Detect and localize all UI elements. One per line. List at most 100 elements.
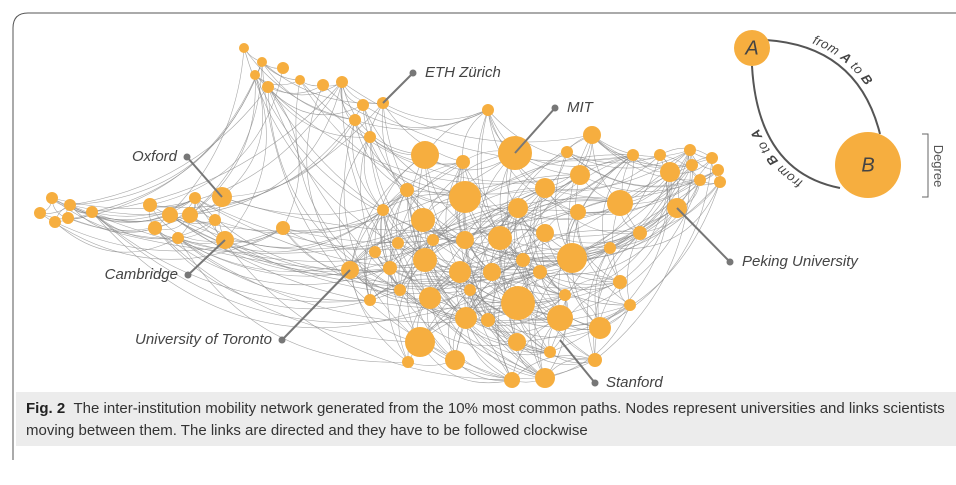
label-dot — [591, 379, 599, 387]
edge — [534, 257, 573, 379]
edge — [322, 84, 489, 128]
node — [504, 372, 520, 388]
edge — [306, 84, 351, 271]
edge — [424, 228, 546, 261]
edge — [571, 207, 678, 259]
node — [239, 43, 249, 53]
edge — [591, 134, 701, 181]
legend: from A to B from B to A A B Degree — [734, 30, 946, 198]
node — [607, 190, 633, 216]
edge — [382, 161, 464, 211]
node — [250, 70, 260, 80]
edge — [429, 246, 611, 299]
node — [694, 174, 706, 186]
label-dot — [726, 258, 734, 266]
edge — [243, 47, 356, 121]
node-label: Oxford — [132, 148, 178, 165]
edge — [352, 119, 384, 211]
label-dot — [184, 271, 192, 279]
edge — [416, 154, 513, 381]
edge — [565, 211, 601, 329]
edge — [154, 227, 421, 343]
edge — [267, 86, 611, 255]
caption: Fig. 2 The inter-institution mobility ne… — [16, 392, 956, 446]
label-pointer — [676, 207, 731, 263]
label-pointer — [187, 239, 226, 276]
edge — [91, 211, 216, 239]
node — [686, 159, 698, 171]
node — [402, 356, 414, 368]
node — [276, 221, 290, 235]
edge — [149, 67, 284, 206]
node — [714, 176, 726, 188]
edge — [189, 61, 263, 216]
edge — [67, 214, 191, 231]
node — [570, 204, 586, 220]
label-pointer — [382, 72, 414, 104]
edge — [299, 79, 546, 195]
node — [277, 62, 289, 74]
edge — [374, 251, 467, 319]
frame — [12, 12, 956, 460]
node — [262, 81, 274, 93]
edge — [544, 187, 641, 235]
edge — [465, 256, 573, 319]
edge — [221, 119, 356, 198]
label-pointer — [186, 156, 223, 198]
edge — [577, 211, 621, 283]
node — [46, 192, 58, 204]
edge — [386, 242, 409, 363]
edge — [522, 154, 634, 261]
edge — [566, 149, 691, 169]
edge — [586, 247, 611, 361]
edge — [406, 151, 568, 193]
node — [547, 305, 573, 331]
edge — [154, 227, 401, 310]
node — [400, 183, 414, 197]
edge — [609, 149, 691, 249]
legend-text: from — [811, 32, 846, 60]
node — [364, 294, 376, 306]
edge — [69, 86, 269, 206]
legend-label-b: B — [861, 154, 874, 176]
node — [392, 237, 404, 249]
node — [660, 162, 680, 182]
node — [557, 243, 587, 273]
node — [364, 131, 376, 143]
edge — [464, 200, 621, 241]
node — [349, 114, 361, 126]
node — [34, 207, 46, 219]
edge — [465, 317, 551, 356]
edge — [577, 179, 701, 214]
legend-node-b — [835, 132, 901, 198]
caption-text: The inter-institution mobility network g… — [26, 400, 945, 439]
edge — [419, 230, 641, 343]
edge — [422, 219, 524, 261]
edge — [369, 278, 471, 301]
edge — [577, 149, 691, 213]
node — [357, 99, 369, 111]
edge — [51, 81, 343, 209]
node — [483, 263, 501, 281]
node — [295, 75, 305, 85]
edge — [295, 79, 401, 291]
edge — [454, 174, 581, 361]
edge — [149, 104, 364, 208]
edge — [362, 104, 634, 162]
edge — [455, 161, 493, 273]
node — [86, 206, 98, 218]
node — [411, 208, 435, 232]
edge — [469, 289, 546, 379]
edge — [189, 74, 256, 216]
degree-label: Degree — [931, 145, 946, 188]
edge — [267, 86, 300, 229]
node — [508, 198, 528, 218]
edge — [254, 74, 466, 241]
node — [712, 164, 724, 176]
edge — [544, 149, 691, 190]
edge — [177, 174, 581, 262]
label-dot — [183, 153, 191, 161]
node — [427, 234, 439, 246]
node — [535, 368, 555, 388]
